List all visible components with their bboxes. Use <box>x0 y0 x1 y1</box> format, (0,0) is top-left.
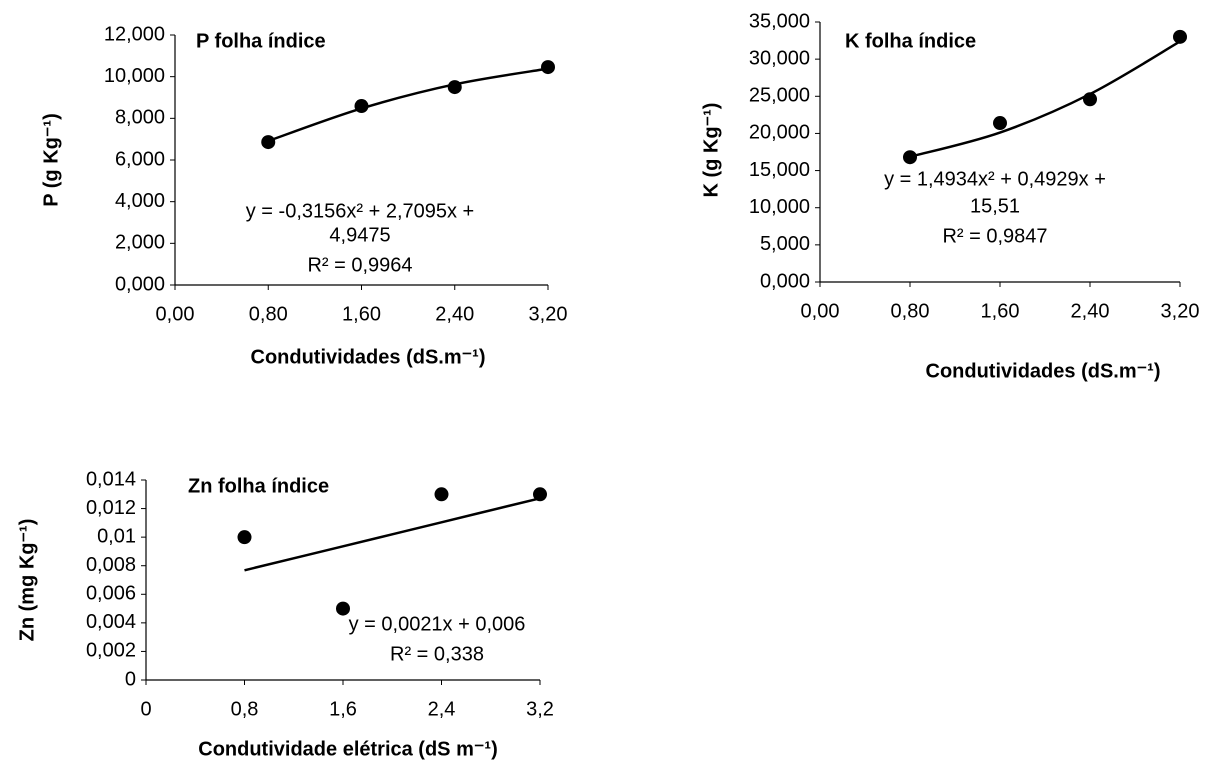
x-tick-label: 3,20 <box>1161 300 1200 322</box>
equation-text: y = -0,3156x² + 2,7095x + <box>246 200 475 222</box>
data-point <box>434 487 449 502</box>
x-tick-label: 0,00 <box>156 303 195 325</box>
equation-text: 4,9475 <box>329 224 390 246</box>
equation-text: R² = 0,9847 <box>942 225 1047 247</box>
trendline <box>267 67 549 143</box>
x-tick-label: 0 <box>140 698 151 720</box>
data-point <box>354 99 369 114</box>
y-tick-label: 8,000 <box>115 107 165 129</box>
x-tick-label: 1,60 <box>342 303 381 325</box>
x-axis-title: Condutividades (dS.m⁻¹) <box>251 346 486 368</box>
y-axis-title: K (g Kg⁻¹) <box>700 103 722 198</box>
chart-title: K folha índice <box>845 30 976 52</box>
y-tick-label: 4,000 <box>115 190 165 212</box>
y-tick-label: 0,000 <box>760 270 810 292</box>
y-axis-title: Zn (mg Kg⁻¹) <box>16 519 38 642</box>
y-tick-label: 12,000 <box>104 23 165 45</box>
equation-text: y = 1,4934x² + 0,4929x + <box>884 168 1106 190</box>
y-tick-label: 10,000 <box>749 196 810 218</box>
y-tick-label: 6,000 <box>115 148 165 170</box>
y-tick-label: 0 <box>125 668 136 690</box>
x-tick-label: 0,00 <box>801 300 840 322</box>
x-tick-label: 0,8 <box>231 698 259 720</box>
x-tick-label: 3,2 <box>526 698 554 720</box>
equation-text: y = 0,0021x + 0,006 <box>349 613 526 635</box>
y-tick-label: 0,012 <box>86 497 136 519</box>
y-axis-title: P (g Kg⁻¹) <box>40 113 62 207</box>
data-point <box>903 150 917 165</box>
x-tick-label: 2,40 <box>435 303 474 325</box>
y-tick-label: 0,014 <box>86 468 136 490</box>
x-tick-label: 0,80 <box>249 303 288 325</box>
x-tick-label: 1,6 <box>329 698 357 720</box>
data-point <box>993 116 1007 131</box>
y-tick-label: 5,000 <box>760 233 810 255</box>
equation-text: R² = 0,9964 <box>307 254 412 276</box>
data-point <box>237 530 252 545</box>
x-tick-label: 0,80 <box>891 300 930 322</box>
data-point <box>541 60 555 75</box>
y-tick-label: 0,004 <box>86 611 136 633</box>
chart-title: P folha índice <box>196 30 326 52</box>
data-point <box>447 80 462 95</box>
data-point <box>336 601 350 616</box>
y-tick-label: 0,000 <box>115 273 165 295</box>
y-tick-label: 20,000 <box>749 122 810 144</box>
y-tick-label: 15,000 <box>749 159 810 181</box>
data-point <box>533 487 547 502</box>
data-point <box>261 135 276 150</box>
trendline <box>244 497 541 572</box>
y-tick-label: 30,000 <box>749 47 810 69</box>
x-tick-label: 2,40 <box>1071 300 1110 322</box>
x-axis-title: Condutividade elétrica (dS m⁻¹) <box>198 738 497 760</box>
x-tick-label: 2,4 <box>428 698 456 720</box>
y-tick-label: 25,000 <box>749 85 810 107</box>
data-point <box>1083 92 1097 107</box>
y-tick-label: 0,006 <box>86 583 136 605</box>
y-tick-label: 0,01 <box>97 525 136 547</box>
chart-title: Zn folha índice <box>188 475 329 497</box>
equation-text: R² = 0,338 <box>390 643 484 665</box>
equation-text: 15,51 <box>970 195 1020 217</box>
data-point <box>1173 29 1187 44</box>
x-tick-label: 3,20 <box>529 303 568 325</box>
y-tick-label: 2,000 <box>115 232 165 254</box>
y-tick-label: 0,008 <box>86 554 136 576</box>
x-tick-label: 1,60 <box>981 300 1020 322</box>
y-tick-label: 35,000 <box>749 10 810 32</box>
y-tick-label: 0,002 <box>86 640 136 662</box>
trendline <box>909 40 1181 158</box>
x-axis-title: Condutividades (dS.m⁻¹) <box>926 360 1161 382</box>
y-tick-label: 10,000 <box>104 65 165 87</box>
